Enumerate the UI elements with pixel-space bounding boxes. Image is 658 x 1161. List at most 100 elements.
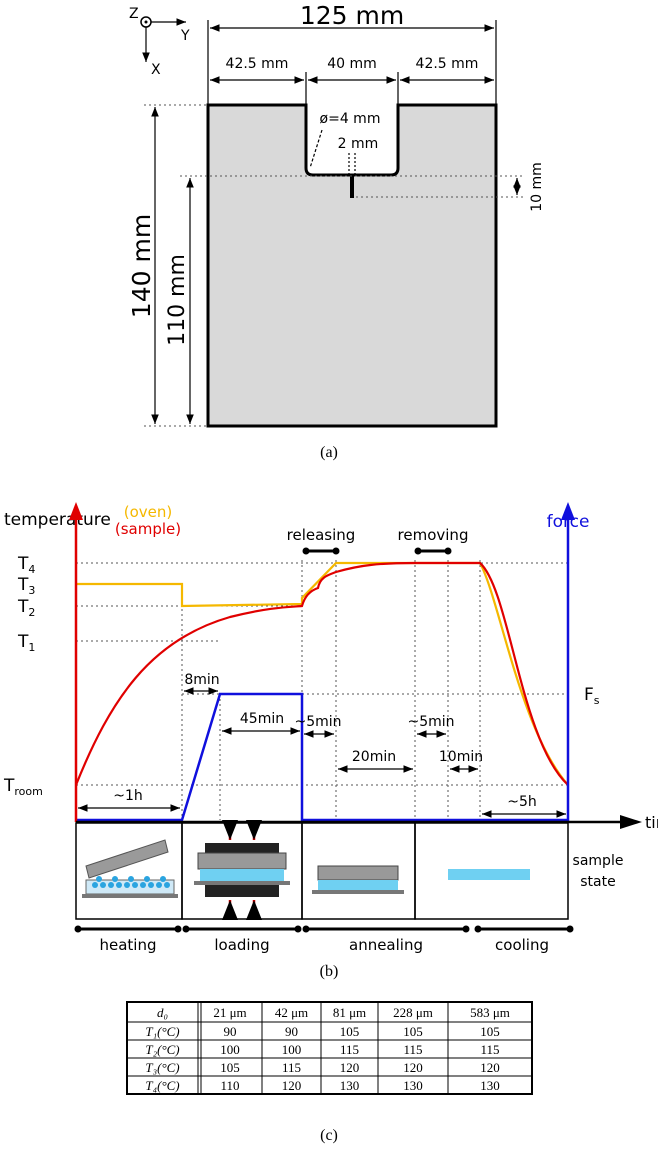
level-label: T2: [17, 597, 35, 619]
process-diagram: (oven) (sample) temperature force time T…: [3, 502, 658, 980]
shape: [112, 876, 118, 882]
level-label: T1: [17, 632, 35, 654]
phase-label: loading: [214, 936, 269, 954]
shape: [302, 547, 310, 555]
table-cell: 100: [220, 1042, 240, 1057]
shape: [92, 882, 98, 888]
shape: [317, 865, 399, 881]
x-label: time: [645, 813, 658, 832]
shape: [302, 925, 310, 933]
table-header: d₀: [157, 1005, 168, 1020]
axis-z: Z: [129, 6, 139, 22]
shape: [205, 843, 279, 853]
state-icons: [82, 820, 530, 920]
label-part: s: [594, 694, 600, 707]
dim-label: ø=4 mm: [320, 111, 381, 127]
sample-state: state: [580, 874, 615, 890]
level-label: T4: [17, 554, 35, 576]
shape: [222, 820, 262, 920]
shape: [206, 103, 498, 428]
shape: [132, 882, 138, 888]
phase-label: cooling: [495, 936, 549, 954]
dim-label: 110 mm: [165, 254, 190, 346]
table-header: 21 μm: [213, 1005, 246, 1020]
shape: [69, 502, 83, 520]
table-cell: 120: [480, 1060, 500, 1075]
duration: ~1h: [113, 788, 143, 804]
shape: [108, 882, 114, 888]
event-label: releasing: [287, 526, 356, 544]
label-part: T: [3, 776, 15, 796]
table-cell: 115: [480, 1042, 499, 1057]
shape: [85, 839, 169, 879]
shape: [124, 882, 130, 888]
table-cell: T₂(°C): [145, 1042, 179, 1057]
table-cell: T₁(°C): [145, 1024, 179, 1039]
legend-sample: (sample): [115, 520, 181, 538]
table-header: 81 μm: [333, 1005, 366, 1020]
shape: [100, 882, 106, 888]
caption: (c): [320, 1127, 338, 1144]
shape: [448, 869, 530, 880]
table-cell: T₄(°C): [145, 1078, 179, 1093]
dim-label: 42.5 mm: [226, 56, 289, 72]
dim-label: 42.5 mm: [416, 56, 479, 72]
axis-x: X: [151, 62, 161, 78]
shape: [414, 547, 422, 555]
duration: 45min: [240, 711, 284, 727]
shape: [182, 925, 190, 933]
table-border: [126, 1001, 533, 1095]
shape: [128, 876, 134, 882]
table-cell: T₃(°C): [145, 1060, 179, 1075]
table-header: 42 μm: [275, 1005, 308, 1020]
table-cell: 105: [340, 1024, 360, 1039]
shape: [205, 885, 279, 897]
shape: [116, 882, 122, 888]
shape: [174, 925, 182, 933]
label-part: T: [17, 597, 29, 617]
label-part: T: [17, 575, 29, 595]
table-cell: 105: [480, 1024, 500, 1039]
y-left-label: temperature: [4, 510, 111, 530]
duration: ~5h: [507, 794, 537, 810]
level-label: Troom: [3, 776, 43, 798]
shape: [140, 882, 146, 888]
table-cell: 130: [403, 1078, 423, 1093]
data-table: d₀ 21 μm 42 μm 81 μm 228 μm 583 μm T₁(°C) 90 90 1…: [126, 1001, 533, 1095]
label-part: 2: [28, 606, 35, 619]
shape: [156, 882, 162, 888]
duration: 10min: [439, 749, 483, 765]
shape: [144, 20, 148, 24]
level-label: T3: [17, 575, 35, 597]
shape: [74, 561, 569, 786]
shape: [144, 876, 150, 882]
table-cell: 130: [340, 1078, 360, 1093]
shape: [620, 815, 642, 829]
shape: [76, 561, 569, 786]
table-cell: 105: [220, 1060, 240, 1075]
shape: [566, 925, 574, 933]
shape: [462, 925, 470, 933]
shape: [414, 822, 569, 920]
shape: [74, 925, 574, 933]
dim-label: 40 mm: [327, 56, 377, 72]
shape: [318, 880, 398, 890]
label-part: T: [17, 632, 29, 652]
table-cell: 110: [220, 1078, 239, 1093]
shape: [350, 175, 354, 198]
shape: [76, 692, 568, 822]
dim-label: 140 mm: [127, 214, 156, 318]
shape: [474, 925, 482, 933]
duration: 8min: [184, 672, 219, 688]
shape: [197, 852, 287, 870]
shape: [164, 882, 170, 888]
table-cell: 90: [285, 1024, 298, 1039]
caption: (b): [320, 963, 339, 980]
table-header: 583 μm: [470, 1005, 510, 1020]
shape: [294, 925, 302, 933]
shape: [332, 547, 340, 555]
specimen-drawing: Z Y X 125 mm 42.5 mm 40 mm 42.5 mm ø=4 m…: [127, 1, 545, 461]
shape: [200, 869, 284, 881]
axis-y: Y: [180, 28, 190, 44]
